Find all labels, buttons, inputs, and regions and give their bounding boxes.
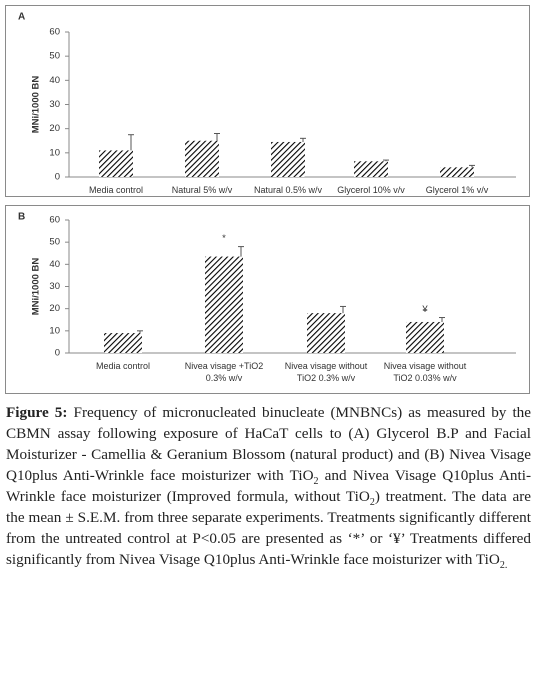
y-tick-label: 0 [55,348,60,359]
y-tick-label: 10 [49,325,60,336]
significance-marker: ¥ [421,304,428,315]
panel-label: B [18,212,25,223]
bar [205,256,243,353]
x-tick-label: Natural 5% w/v [171,185,233,195]
y-tick-label: 10 [49,147,60,158]
y-tick-label: 50 [49,51,60,62]
bar [406,321,444,353]
x-tick-label: Natural 0.5% w/v [253,185,323,195]
panel-a: A MNi/1000 BN 0 10 20 30 40 50 60 Media control Na… [5,5,530,197]
y-tick-label: 20 [49,123,60,134]
x-tick-label: Glycerol 10% v/v [337,185,405,195]
bar [307,313,345,353]
x-tick-label: Media control [88,185,144,195]
bar [104,333,142,353]
caption-text: Frequency of micronucleated binucleate (… [6,404,532,484]
caption-label: Figure 5: [6,404,68,421]
caption-subscript: 2 [313,476,319,488]
y-tick-label: 60 [49,27,60,38]
chart: B MNi/1000 BN 0 10 20 30 40 50 60 * ¥ [18,212,516,359]
significance-marker: * [222,233,226,244]
caption-subscript: 2. [499,560,508,572]
chart: A MNi/1000 BN 0 10 20 30 40 50 60 [18,12,516,183]
figure-caption: Figure 5: Frequency of micronucleated bi… [6,402,532,572]
y-tick-label: 40 [49,75,60,86]
caption-text: and Nivea Visage Q10plus Anti-Wrinkle fa… [6,467,532,505]
bar [354,161,388,177]
bar [440,167,474,177]
caption-text: ) treatment. The data are the mean ± S.E… [6,488,531,568]
x-tick-label: Nivea visage +TiO2 0.3% w/v [184,361,264,383]
y-tick-label: 30 [49,99,60,110]
bar [185,140,219,177]
bar [271,141,305,177]
bar [99,150,133,177]
y-axis-label: MNi/1000 BN [31,258,42,316]
caption-subscript: 2 [369,497,375,509]
x-tick-label: Glycerol 1% v/v [425,185,489,195]
x-tick-label: Nivea visage without TiO2 0.3% w/v [284,361,368,383]
y-tick-label: 50 [49,237,60,248]
y-tick-label: 30 [49,281,60,292]
y-tick-label: 20 [49,303,60,314]
y-axis-label: MNi/1000 BN [31,76,42,134]
x-tick-label: Media control [95,361,151,371]
y-tick-label: 0 [55,172,60,183]
y-tick-label: 40 [49,259,60,270]
x-tick-label: Nivea visage without TiO2 0.03% w/v [383,361,467,383]
panel-b: B MNi/1000 BN 0 10 20 30 40 50 60 * ¥ Media control… [5,205,530,394]
y-tick-label: 60 [49,215,60,226]
panel-label: A [18,12,25,23]
